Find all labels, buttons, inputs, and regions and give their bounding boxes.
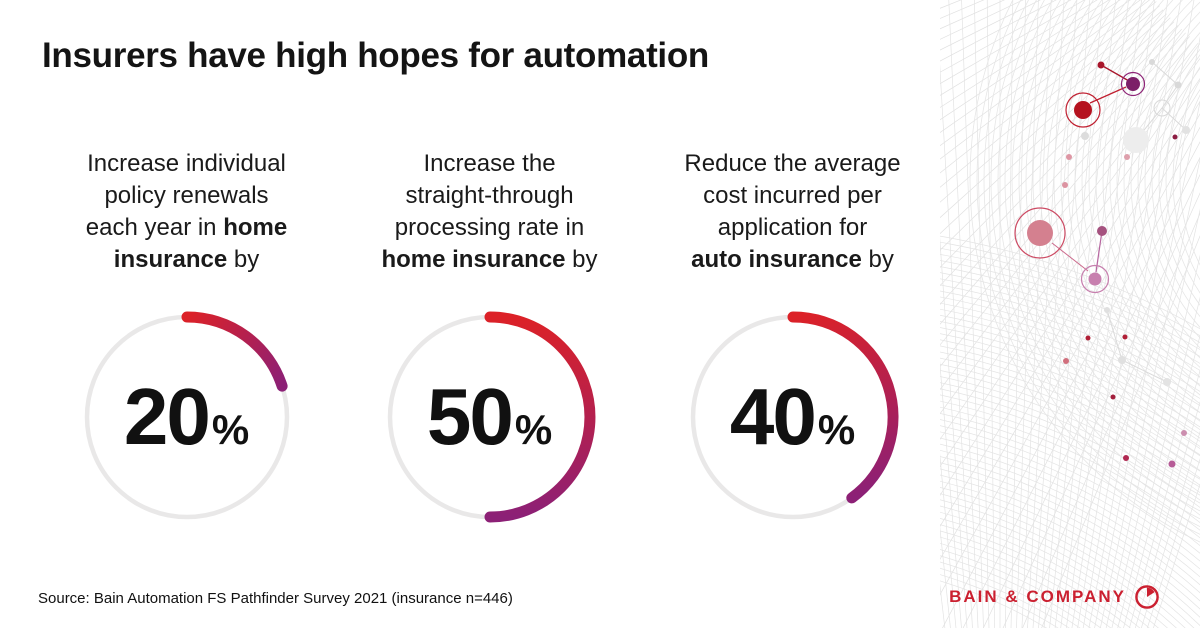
gauge-unit: %: [211, 406, 250, 453]
gauge-readout: 50%: [375, 302, 605, 532]
gauge-value: 50: [426, 372, 514, 461]
gauge-value: 20: [123, 372, 211, 461]
stat-column: Increase individual policy renewals each y…: [35, 148, 338, 532]
stats-row: Increase individual policy renewals each y…: [35, 148, 945, 532]
gauge-arc: [690, 311, 898, 520]
stat-description: Reduce the average cost incurred per appli…: [684, 150, 901, 273]
gauge-chart: 20%: [72, 302, 302, 532]
stat-column: Reduce the average cost incurred per appli…: [641, 148, 944, 532]
gauge-readout: 40%: [678, 302, 908, 532]
gauge-unit: %: [514, 406, 553, 453]
gauge-arc: [84, 311, 289, 520]
bain-compass-icon: [1135, 585, 1159, 609]
gauge-value: 40: [729, 372, 817, 461]
stat-description: Increase individual policy renewals each y…: [85, 150, 288, 273]
decorative-head-network-graphic: [940, 0, 1200, 628]
source-note: Source: Bain Automation FS Pathfinder Su…: [38, 590, 513, 607]
bain-company-wordmark: BAIN & COMPANY: [949, 587, 1126, 606]
bain-company-logo: BAIN & COMPANY: [949, 584, 1160, 610]
gauge-chart: 50%: [375, 302, 605, 532]
gauge-arc: [387, 311, 595, 523]
gauge-chart: 40%: [678, 302, 908, 532]
stat-column: Increase the straight-through processing r…: [338, 148, 641, 532]
page-title: Insurers have high hopes for automation: [42, 36, 710, 75]
gauge-readout: 20%: [72, 302, 302, 532]
gauge-unit: %: [817, 406, 856, 453]
stat-description: Increase the straight-through processing r…: [381, 150, 598, 273]
